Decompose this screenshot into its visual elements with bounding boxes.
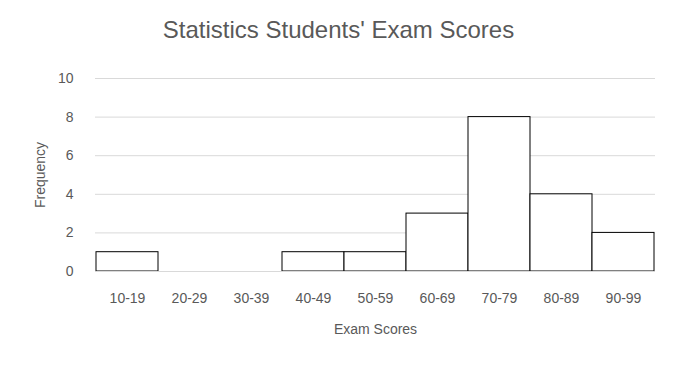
- svg-text:6: 6: [66, 147, 74, 163]
- svg-text:60-69: 60-69: [420, 290, 456, 306]
- svg-text:8: 8: [66, 109, 74, 125]
- svg-text:10-19: 10-19: [110, 290, 146, 306]
- html-text:Statistics Students' Exam Scor: Statistics Students' Exam Scores: [162, 16, 515, 43]
- svg-text:20-29: 20-29: [172, 290, 208, 306]
- svg-text:2: 2: [66, 224, 74, 240]
- svg-text:90-99: 90-99: [606, 290, 642, 306]
- svg-text:Exam Scores: Exam Scores: [334, 321, 417, 337]
- svg-text:Frequency: Frequency: [32, 142, 48, 208]
- svg-text:80-89: 80-89: [544, 290, 580, 306]
- svg-text:70-79: 70-79: [482, 290, 518, 306]
- svg-text:10: 10: [58, 70, 74, 86]
- svg-text:4: 4: [66, 186, 74, 202]
- svg-text:40-49: 40-49: [296, 290, 332, 306]
- svg-text:0: 0: [66, 263, 74, 279]
- svg-text:30-39: 30-39: [234, 290, 270, 306]
- svg-text:50-59: 50-59: [358, 290, 394, 306]
